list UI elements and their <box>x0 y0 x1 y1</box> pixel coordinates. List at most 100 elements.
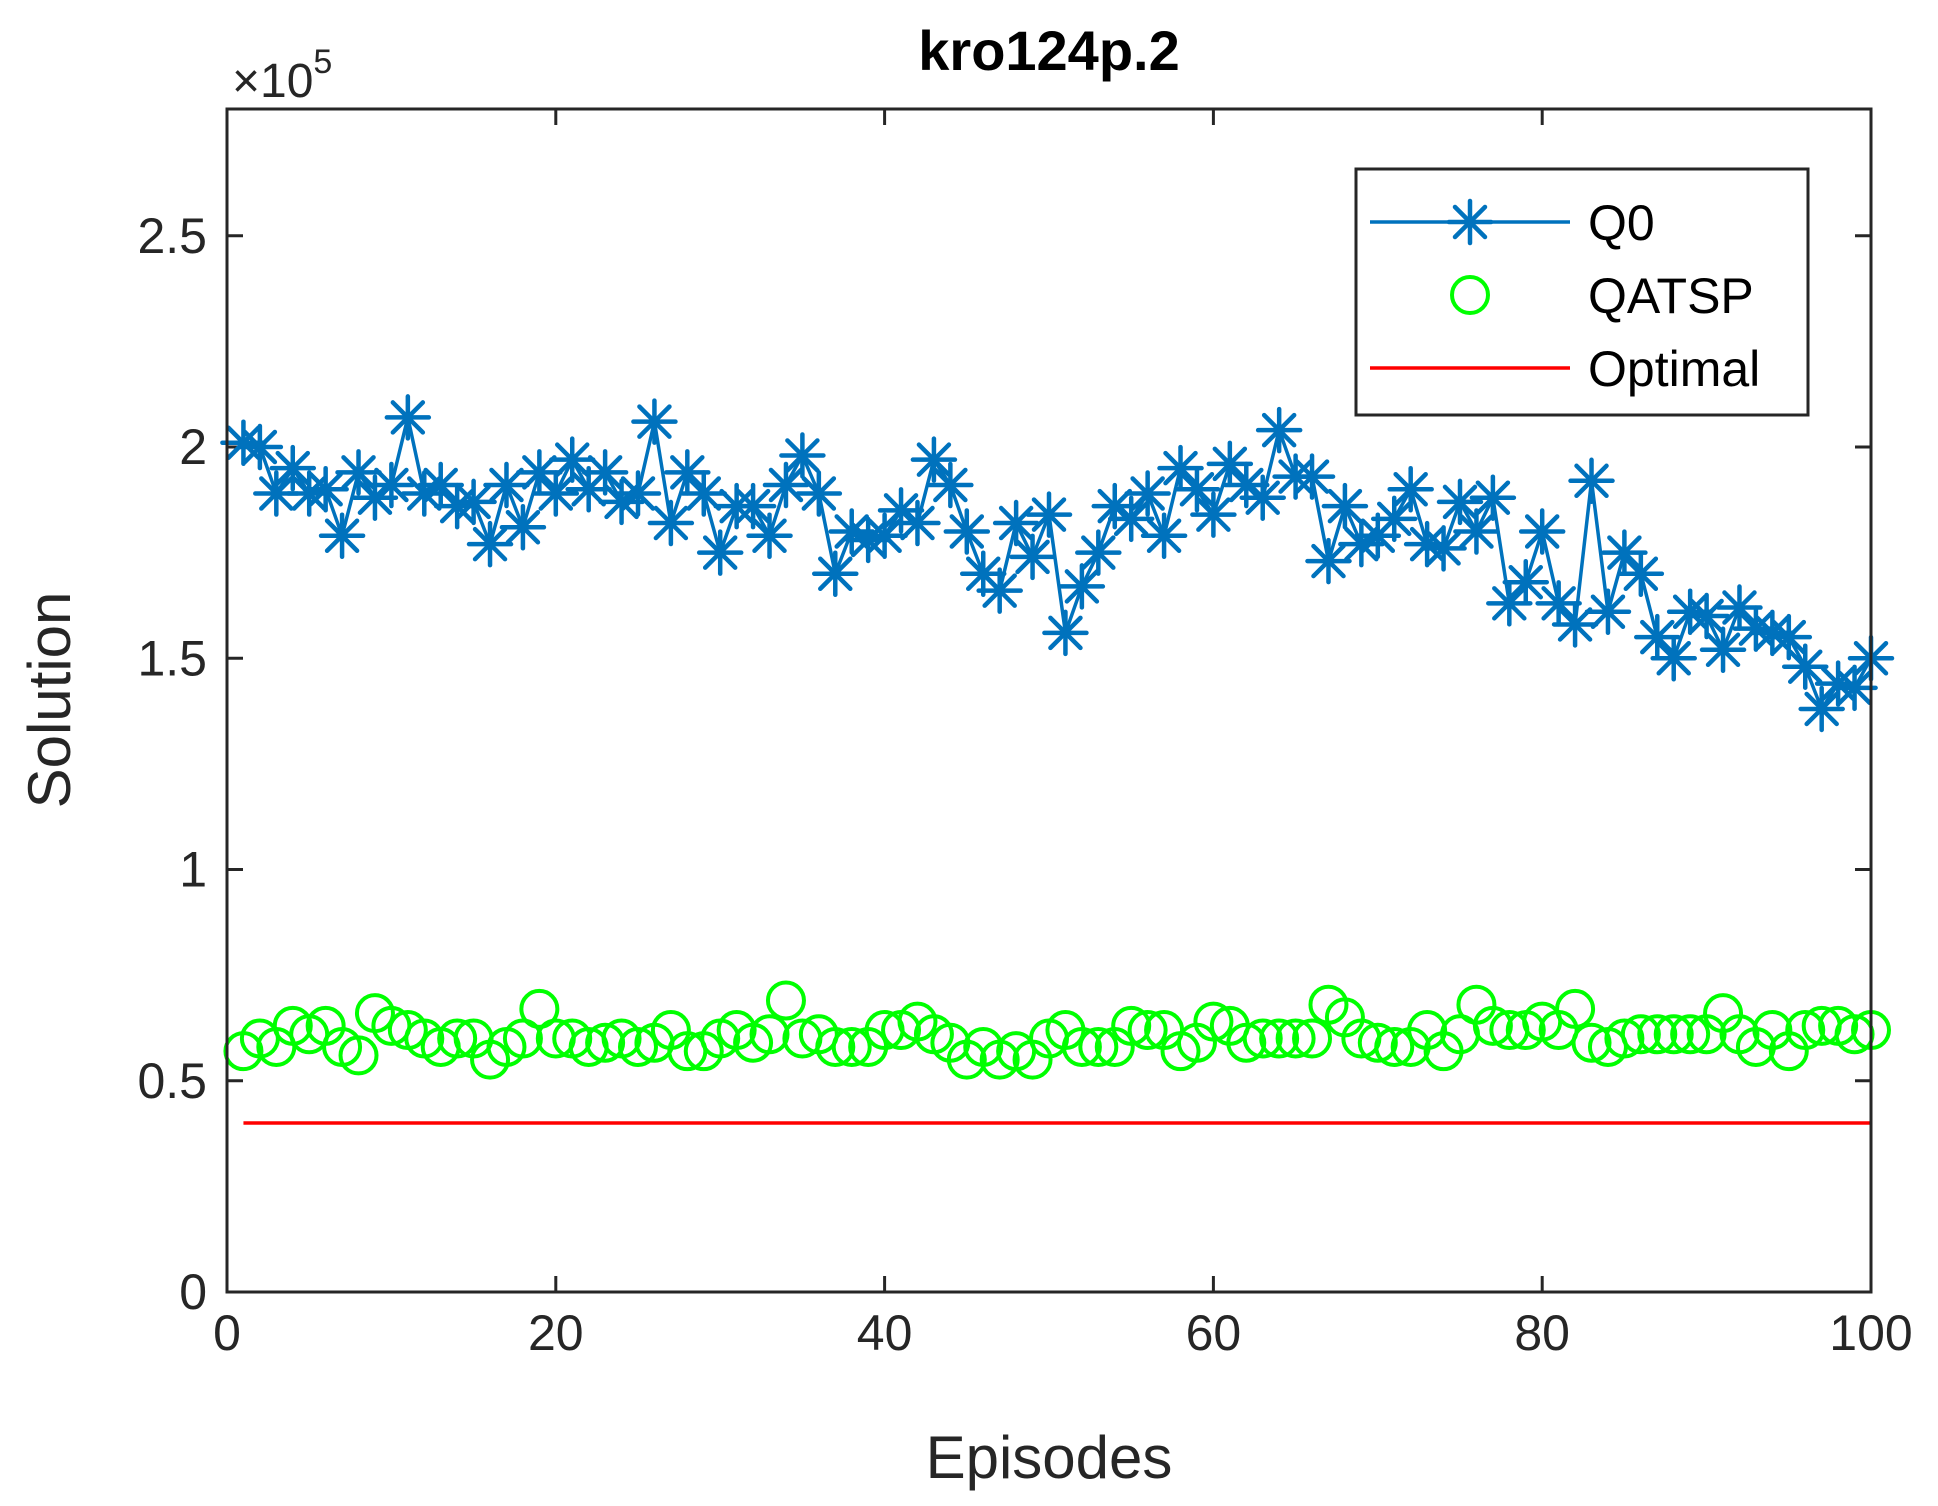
q0-point <box>1124 470 1171 517</box>
q0-point <box>1601 529 1648 576</box>
q0-point <box>1009 533 1056 581</box>
qatsp-point <box>765 980 806 1021</box>
qatsp-point <box>1834 1014 1875 1055</box>
q0-point <box>1453 508 1500 555</box>
qatsp-point <box>618 1026 658 1067</box>
q0-point <box>433 482 481 530</box>
q0-point <box>368 461 415 509</box>
x-tick-label: 0 <box>213 1305 241 1361</box>
series-q0 <box>220 394 1895 733</box>
q0-point <box>1683 592 1730 640</box>
q0-point <box>779 432 826 479</box>
q0-point <box>1699 626 1747 674</box>
legend-optimal-label: Optimal <box>1588 341 1760 397</box>
y-tick-label: 0.5 <box>137 1053 207 1109</box>
q0-point <box>302 466 349 513</box>
q0-point <box>1568 457 1615 505</box>
q0-point <box>236 423 284 471</box>
qatsp-point <box>1078 1026 1119 1067</box>
q0-point <box>466 520 514 568</box>
q0-point <box>220 419 267 467</box>
y-tick-label: 0 <box>179 1264 207 1320</box>
qatsp-point <box>1127 1010 1168 1051</box>
chart-title: kro124p.2 <box>918 19 1180 82</box>
y-exponent-times: ×10 <box>232 55 313 108</box>
q0-point <box>269 444 317 492</box>
y-tick-label: 2.5 <box>137 208 207 264</box>
q0-point <box>1206 440 1254 488</box>
q0-point <box>1255 406 1303 454</box>
qatsp-point <box>338 1035 379 1076</box>
axes-box <box>225 107 1873 1294</box>
q0-point <box>384 394 432 441</box>
qatsp-point <box>1620 1014 1661 1055</box>
y-tick-label: 2 <box>179 419 207 475</box>
legend-qatsp-marker <box>1450 275 1490 315</box>
y-exponent-label: ×105 <box>232 43 332 108</box>
x-tick-label: 20 <box>528 1305 584 1361</box>
q0-point <box>1173 466 1221 513</box>
y-tick-label: 1 <box>179 842 207 898</box>
q0-point <box>1650 635 1697 682</box>
q0-point <box>1107 495 1155 543</box>
qatsp-point <box>1571 1022 1612 1063</box>
qatsp-point <box>1357 1022 1398 1063</box>
q0-point <box>1025 491 1073 538</box>
q0-point <box>1502 558 1550 606</box>
q0-point <box>1634 613 1681 661</box>
q0-point <box>664 449 711 496</box>
q0-point <box>812 550 859 597</box>
q0-point <box>614 470 662 517</box>
qatsp-point <box>1242 1018 1283 1059</box>
q0-point <box>1042 609 1089 657</box>
q0-point <box>1288 453 1336 500</box>
qatsp-point <box>502 1018 543 1059</box>
q0-point <box>696 529 744 576</box>
q0-point <box>1584 588 1632 636</box>
q0-point <box>976 567 1023 614</box>
q0-point <box>1239 474 1286 521</box>
qatsp-point <box>1472 1005 1513 1046</box>
q0-point <box>894 499 941 547</box>
q0-point <box>1190 491 1237 538</box>
q0-point <box>631 398 678 445</box>
y-tick-label: 1.5 <box>137 630 207 686</box>
q0-point <box>450 478 497 526</box>
q0-point <box>1157 444 1204 492</box>
legend-box <box>1354 167 1810 417</box>
y-axis-label: Solution <box>16 592 83 809</box>
q0-point <box>499 504 547 551</box>
q0-point <box>910 436 958 483</box>
q0-point <box>1486 580 1533 627</box>
q0-point <box>927 461 974 509</box>
qatsp-point <box>585 1022 626 1063</box>
qatsp-point <box>1259 1018 1300 1059</box>
q0-point <box>516 449 563 496</box>
q0-point <box>1075 529 1122 576</box>
q0-point <box>581 449 629 496</box>
qatsp-point <box>1226 1022 1267 1063</box>
q0-point <box>680 470 728 517</box>
legend-qatsp-label: QATSP <box>1588 268 1754 324</box>
q0-line <box>243 415 1873 711</box>
q0-point <box>1518 508 1566 555</box>
q0-point <box>1140 512 1188 559</box>
q0-point <box>861 512 908 559</box>
qatsp-point <box>1653 1014 1694 1055</box>
q0-point <box>746 512 793 559</box>
x-tick-label: 40 <box>857 1305 913 1361</box>
q0-point <box>1617 550 1665 597</box>
q0-point <box>1321 482 1369 530</box>
qatsp-point <box>1193 1001 1234 1042</box>
axis-ticks: 0 20 40 60 80 100 0 0.5 1 1.5 2 2.5 <box>137 109 1913 1361</box>
qatsp-point <box>749 1014 790 1055</box>
q0-point <box>483 461 530 509</box>
qatsp-point <box>1604 1018 1645 1059</box>
q0-point <box>1338 520 1385 568</box>
q0-point <box>1058 563 1106 610</box>
q0-point <box>877 487 925 534</box>
q0-point <box>1749 609 1796 657</box>
legend-q0-label: Q0 <box>1588 195 1655 251</box>
x-axis-label: Episodes <box>926 1424 1173 1491</box>
